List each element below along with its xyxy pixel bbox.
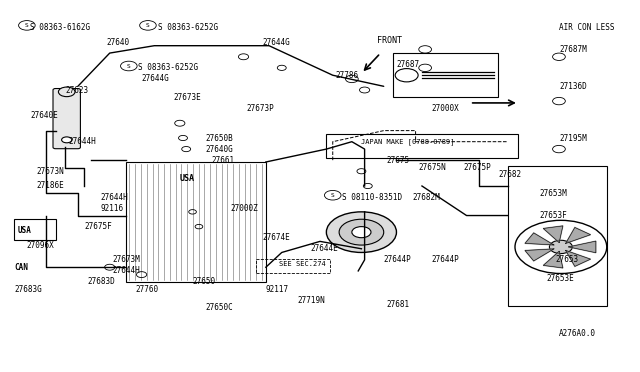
Text: 27674E: 27674E	[262, 233, 291, 242]
Text: 27640G: 27640G	[205, 145, 233, 154]
Text: 92116: 92116	[100, 203, 124, 213]
Circle shape	[61, 137, 72, 143]
Polygon shape	[543, 251, 563, 268]
Text: S: S	[331, 193, 335, 198]
Text: S 08363-6252G: S 08363-6252G	[138, 63, 198, 72]
Text: 27644G: 27644G	[141, 74, 170, 83]
Bar	[14, 219, 56, 240]
Text: 27675: 27675	[387, 155, 410, 165]
Text: 27682: 27682	[499, 170, 522, 179]
Text: 27661: 27661	[212, 155, 235, 165]
Text: 27682M: 27682M	[412, 193, 440, 202]
Text: 27653: 27653	[556, 255, 579, 264]
Text: 27683D: 27683D	[88, 278, 115, 286]
Text: S: S	[146, 23, 150, 28]
Text: 27136D: 27136D	[559, 82, 587, 91]
Text: 27644H: 27644H	[100, 193, 128, 202]
Text: S 08110-8351D: S 08110-8351D	[342, 193, 403, 202]
Text: 27786: 27786	[336, 71, 359, 80]
Text: 27195M: 27195M	[559, 134, 587, 142]
Bar	[326, 134, 518, 158]
Text: 27653M: 27653M	[540, 189, 568, 198]
Polygon shape	[525, 249, 554, 261]
Text: 27000X: 27000X	[431, 104, 460, 113]
Text: USA: USA	[180, 174, 195, 183]
Text: 27096X: 27096X	[27, 241, 54, 250]
Text: CAN: CAN	[14, 263, 28, 272]
Circle shape	[58, 87, 75, 97]
Bar	[394, 53, 499, 97]
Text: 27673E: 27673E	[173, 93, 201, 102]
Polygon shape	[543, 226, 563, 243]
Text: 27644P: 27644P	[384, 255, 412, 264]
Text: FRONT: FRONT	[378, 36, 403, 45]
Text: 92117: 92117	[266, 285, 289, 294]
Text: 27623: 27623	[65, 86, 88, 94]
FancyBboxPatch shape	[53, 89, 81, 149]
Bar	[256, 259, 330, 273]
Text: S: S	[25, 23, 29, 28]
Polygon shape	[566, 250, 591, 266]
Bar	[125, 162, 266, 282]
Text: 27719N: 27719N	[298, 296, 326, 305]
Bar	[508, 166, 607, 306]
Text: 27673M: 27673M	[113, 255, 141, 264]
Text: 27000Z: 27000Z	[231, 203, 259, 213]
Text: 27683G: 27683G	[14, 285, 42, 294]
Text: 27653F: 27653F	[540, 211, 568, 220]
Text: 27675N: 27675N	[419, 163, 447, 172]
Text: S: S	[127, 64, 131, 68]
Circle shape	[326, 212, 396, 253]
Circle shape	[339, 219, 384, 245]
Text: SEE SEC.274: SEE SEC.274	[278, 260, 325, 266]
Polygon shape	[568, 241, 596, 253]
Text: S 08363-6162G: S 08363-6162G	[30, 23, 90, 32]
Text: 27673P: 27673P	[246, 104, 275, 113]
Text: 27650B: 27650B	[205, 134, 233, 142]
Polygon shape	[525, 233, 554, 245]
Text: 27644H: 27644H	[68, 137, 96, 146]
Text: 27681: 27681	[387, 300, 410, 309]
Polygon shape	[566, 227, 591, 243]
Text: 27640E: 27640E	[30, 111, 58, 121]
Text: 27644E: 27644E	[310, 244, 338, 253]
Text: 27673N: 27673N	[36, 167, 64, 176]
Text: 27760: 27760	[135, 285, 158, 294]
Text: 27640: 27640	[106, 38, 130, 46]
Text: USA: USA	[17, 226, 31, 235]
Text: 27687M: 27687M	[559, 45, 587, 54]
Circle shape	[549, 240, 572, 254]
Text: 27650: 27650	[193, 278, 216, 286]
Text: A276A0.0: A276A0.0	[559, 329, 596, 338]
Text: 27675P: 27675P	[463, 163, 491, 172]
Text: 27687: 27687	[396, 60, 420, 69]
Text: 27644H: 27644H	[113, 266, 141, 275]
Text: JAPAN MAKE [0788-0789]: JAPAN MAKE [0788-0789]	[362, 138, 455, 145]
Text: 27186E: 27186E	[36, 182, 64, 190]
Circle shape	[352, 227, 371, 238]
Text: 27644G: 27644G	[262, 38, 291, 46]
Text: 27653E: 27653E	[546, 274, 574, 283]
Text: AIR CON LESS: AIR CON LESS	[559, 23, 614, 32]
Text: S 08363-6252G: S 08363-6252G	[157, 23, 218, 32]
Text: 27675F: 27675F	[84, 222, 112, 231]
Text: 27650C: 27650C	[205, 303, 233, 312]
Text: 27644P: 27644P	[431, 255, 460, 264]
